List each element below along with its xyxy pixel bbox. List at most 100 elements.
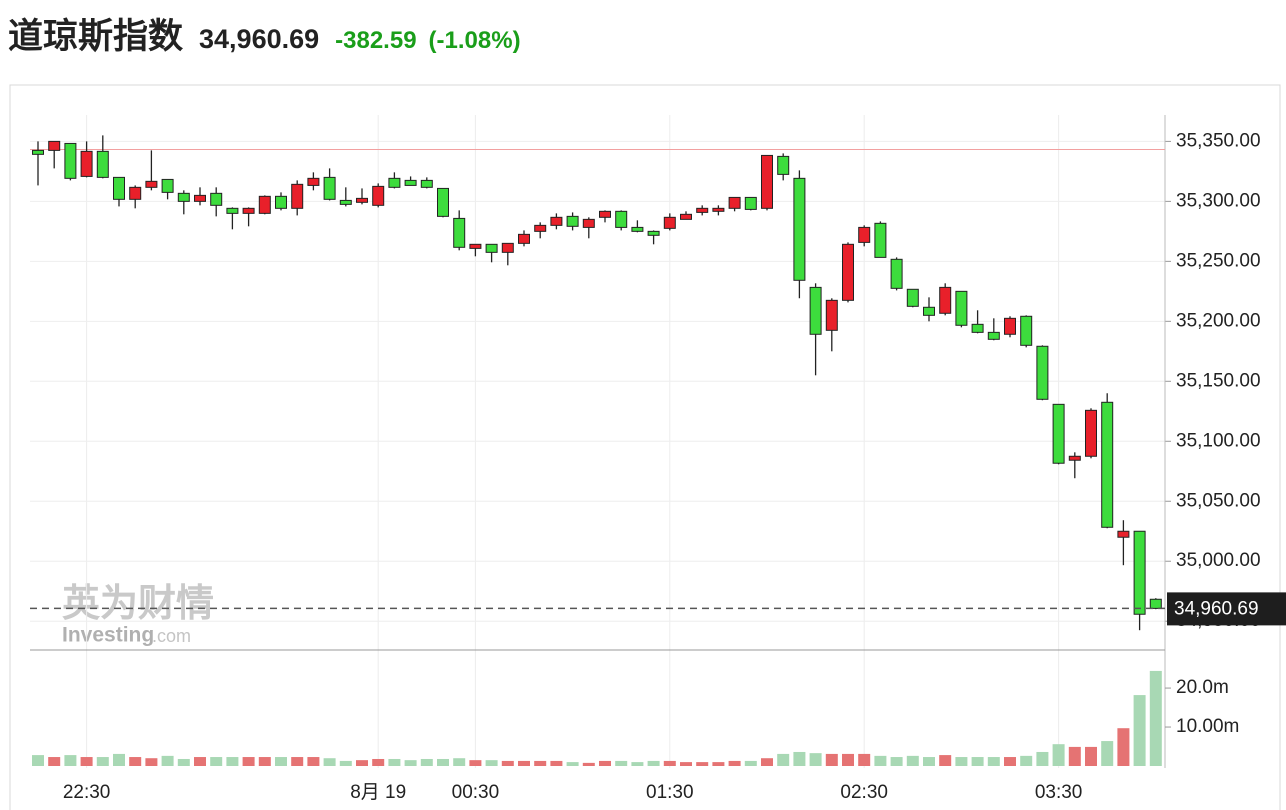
volume-bar: [113, 753, 125, 766]
volume-bar: [1149, 670, 1162, 766]
price: 34,960.69: [199, 24, 320, 54]
candle-body: [874, 222, 887, 258]
candle-body: [226, 207, 239, 214]
candle-body: [777, 155, 790, 175]
volume-bar: [793, 751, 806, 766]
candle-body: [955, 290, 968, 326]
volume-bar: [275, 757, 287, 766]
volume-bar: [323, 758, 336, 766]
candle-body: [842, 243, 854, 301]
candle-body: [129, 186, 142, 200]
watermark-suffix: .com: [152, 626, 191, 646]
candle-body: [113, 176, 125, 200]
volume-bar: [1036, 751, 1049, 766]
candle-body: [291, 183, 304, 209]
candle-body: [1052, 403, 1065, 464]
x-tick-label: 03:30: [1035, 782, 1083, 803]
volume-bar: [1068, 746, 1081, 766]
candle-body: [728, 196, 741, 209]
volume-bar: [437, 758, 449, 766]
volume-bar: [680, 762, 692, 766]
candle-body: [177, 192, 190, 202]
candle-body: [550, 216, 563, 226]
volume-bar: [647, 760, 660, 766]
candle-body: [469, 243, 482, 249]
volume-bar: [906, 755, 919, 766]
candle-body: [339, 199, 352, 205]
candle-body: [599, 210, 611, 218]
candle-body: [1117, 530, 1130, 538]
y-tick-label: 35,000.00: [1176, 550, 1261, 571]
candle-body: [534, 224, 547, 232]
candle-body: [1133, 530, 1146, 615]
volume-bar: [761, 758, 773, 766]
volume-tick-label: 10.00m: [1176, 716, 1239, 737]
y-tick-label: 35,300.00: [1176, 190, 1261, 211]
volume-bar: [582, 762, 595, 766]
candle-body: [793, 177, 806, 281]
candle-body: [858, 226, 871, 243]
volume-bar: [420, 758, 433, 766]
last-price-label: 34,960.69: [1174, 598, 1259, 619]
volume-bar: [809, 753, 822, 766]
volume-bar: [663, 760, 676, 766]
panel: [9, 84, 1281, 810]
volume-bar: [1133, 695, 1146, 766]
volume-bar: [96, 757, 109, 766]
y-tick-label: 35,350.00: [1176, 130, 1261, 151]
volume-bar: [599, 760, 611, 766]
volume-bar: [258, 757, 271, 766]
volume-bar: [696, 762, 709, 766]
candle-body: [987, 331, 1000, 340]
volume-bar: [194, 757, 206, 766]
watermark-cn: 英为财情: [62, 583, 214, 625]
y-tick-label: 35,150.00: [1176, 370, 1261, 391]
volume-bar: [372, 758, 385, 766]
x-tick-label: 01:30: [646, 782, 694, 803]
candle-body: [1004, 317, 1016, 335]
candle-body: [356, 197, 368, 203]
candle-body: [761, 154, 773, 209]
candle-body: [80, 150, 93, 177]
volume-bar: [80, 757, 93, 766]
volume-bar: [615, 760, 628, 766]
y-tick-label: 35,100.00: [1176, 430, 1261, 451]
volume-bar: [145, 758, 158, 766]
volume-bar: [728, 760, 741, 766]
candle-body: [242, 207, 255, 214]
watermark-en: Investing: [62, 624, 154, 647]
x-tick-label: 8月 19: [350, 782, 406, 803]
volume-bar: [485, 760, 498, 766]
volume-bar: [339, 760, 352, 766]
header: 道琼斯指数 34,960.69 -382.59 (-1.08%): [8, 8, 521, 59]
candle-body: [680, 213, 692, 220]
volume-bar: [923, 757, 935, 766]
candle-body: [161, 178, 174, 193]
candle-body: [210, 192, 223, 206]
volume-bar: [744, 760, 757, 766]
candle-body: [566, 215, 579, 227]
volume-bar: [129, 757, 142, 766]
title: 道琼斯指数: [8, 17, 184, 56]
candle-body: [1149, 598, 1162, 609]
candle-body: [582, 218, 595, 228]
candle-body: [501, 242, 514, 253]
volume-bar: [842, 753, 854, 766]
volume-bar: [712, 762, 725, 766]
candle-body: [923, 306, 935, 316]
candle-body: [323, 176, 336, 200]
candle-body: [663, 216, 676, 229]
candle-body: [420, 179, 433, 188]
volume-bar: [874, 755, 887, 766]
candle-body: [1101, 401, 1114, 528]
y-tick-label: 35,050.00: [1176, 490, 1261, 511]
volume-bar: [1117, 728, 1130, 766]
candle-body: [890, 258, 903, 289]
volume-bar: [858, 753, 871, 766]
volume-bar: [631, 762, 644, 766]
candle-body: [712, 207, 725, 212]
x-tick-label: 00:30: [452, 782, 500, 803]
candle-body: [939, 286, 952, 314]
candle-body: [825, 299, 838, 331]
